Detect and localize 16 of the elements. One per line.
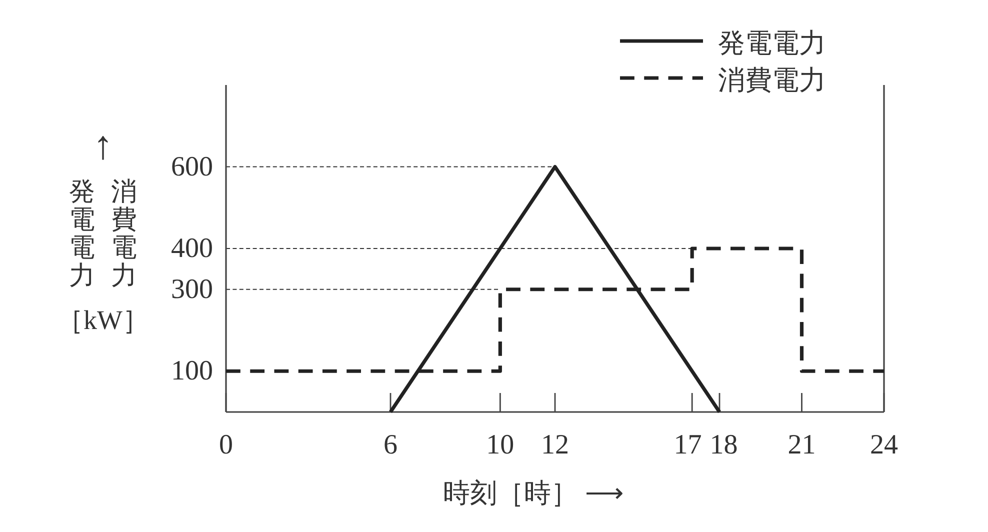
- y-tick-label: 600: [171, 151, 213, 182]
- x-tick-label: 24: [870, 430, 898, 460]
- x-tick-label: 0: [219, 430, 233, 460]
- x-tick-label: 18: [710, 430, 738, 460]
- legend-label: 発電電力: [718, 28, 826, 58]
- ylabel: ↑ 発電電力消費電力［kW］: [56, 122, 150, 335]
- y-tick-label: 300: [171, 274, 213, 305]
- x-tick-label: 12: [541, 430, 569, 460]
- x-tick-label: 21: [788, 430, 816, 460]
- y-tick-label: 400: [171, 233, 213, 264]
- x-tick-label: 10: [486, 430, 514, 460]
- x-tick-label: 17: [674, 430, 702, 460]
- y-tick-label: 100: [171, 356, 213, 387]
- x-tick-label: 6: [384, 430, 398, 460]
- x-axis-title: 時刻［時］ ⟶: [443, 478, 624, 508]
- legend-label: 消費電力: [718, 65, 826, 95]
